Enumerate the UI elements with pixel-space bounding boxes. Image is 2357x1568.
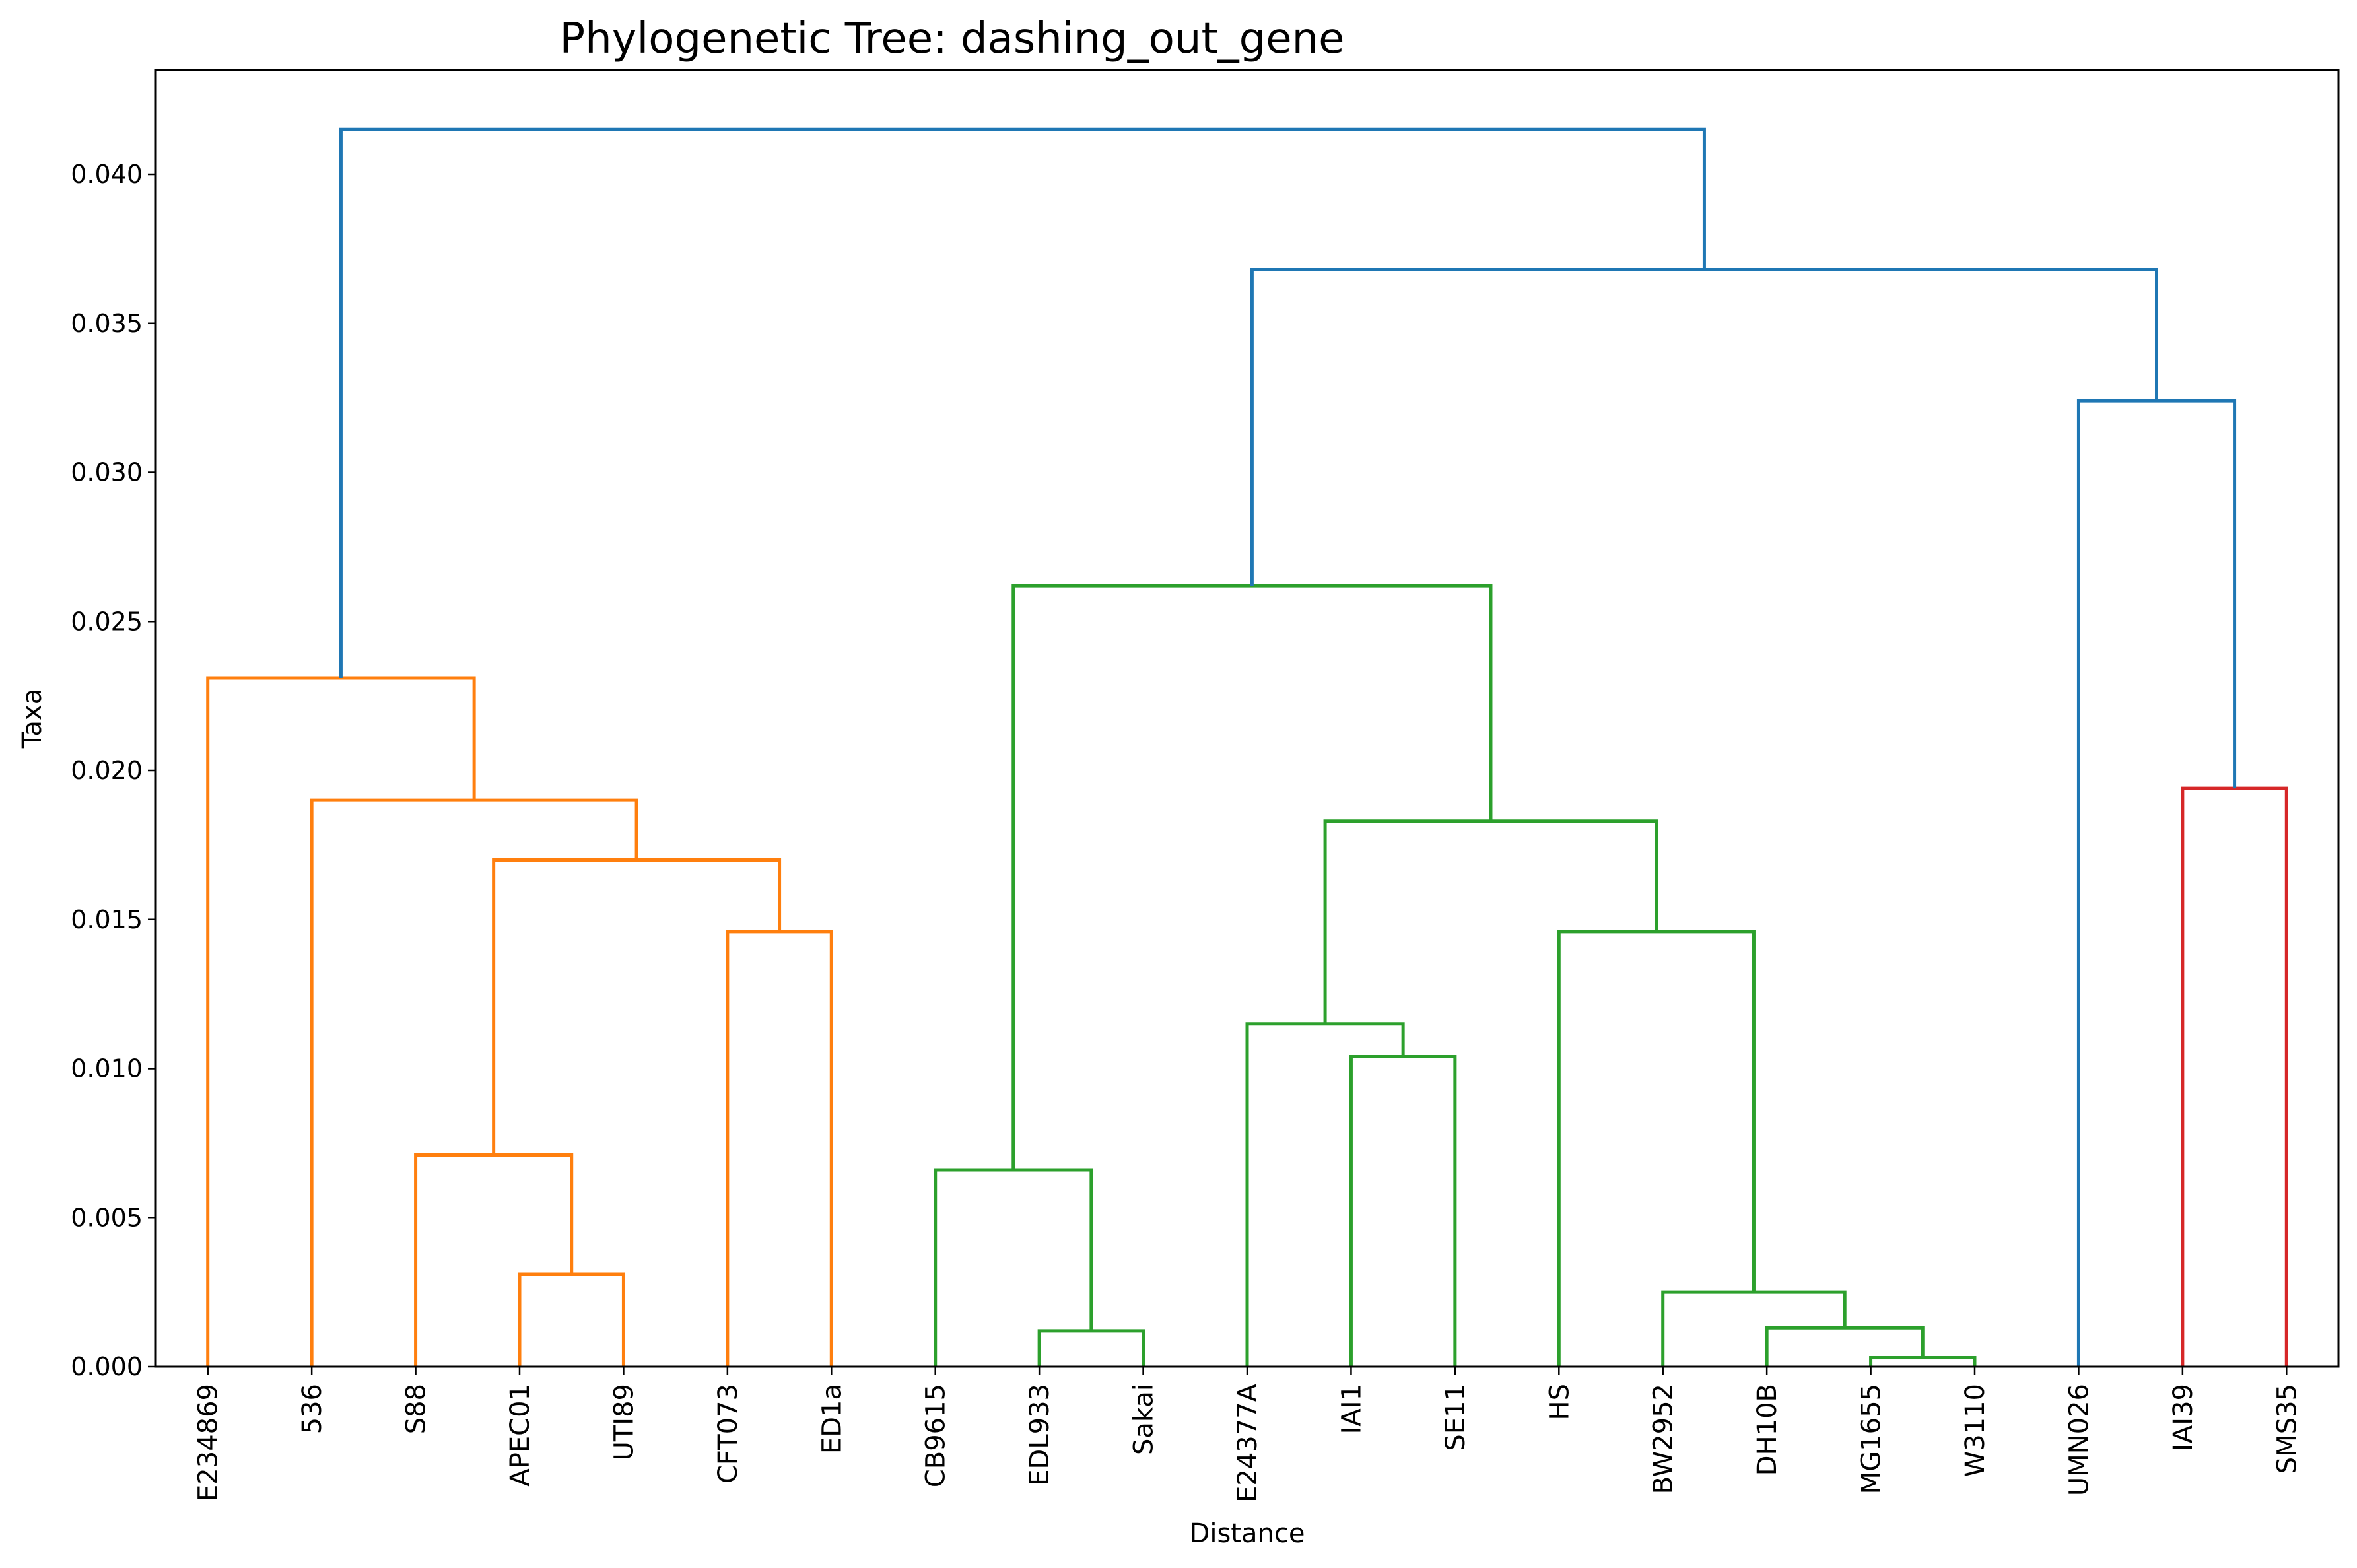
dendrogram-links	[206, 127, 2288, 1367]
leaf-label: UTI89	[609, 1384, 639, 1460]
link-m2	[414, 1153, 574, 1367]
leaf-label: SE11	[1441, 1384, 1471, 1451]
y-tick-label: 0.000	[71, 1352, 143, 1381]
leaf-label: E24377A	[1233, 1383, 1263, 1503]
leaf-label: UMN026	[2064, 1384, 2094, 1496]
link-m13	[1661, 1290, 1847, 1367]
x-axis-label: Distance	[1190, 1518, 1305, 1549]
link-m12	[1765, 1326, 1925, 1367]
y-tick-label: 0.005	[71, 1203, 143, 1232]
y-tick-label: 0.035	[71, 309, 143, 338]
chart-title: Phylogenetic Tree: dashing_out_gene	[559, 15, 1344, 63]
link-m11	[1869, 1355, 1977, 1367]
y-tick-label: 0.025	[71, 607, 143, 636]
y-tick-label: 0.015	[71, 905, 143, 934]
leaf-label: HS	[1544, 1384, 1575, 1420]
y-tick-label: 0.020	[71, 756, 143, 785]
leaf-label: IAI1	[1336, 1384, 1367, 1434]
link-m10	[1245, 1022, 1405, 1367]
leaf-label: BW2952	[1649, 1384, 1679, 1494]
leaf-label: CB9615	[921, 1384, 951, 1487]
leaf-label: S88	[401, 1384, 432, 1434]
link-m8	[934, 1168, 1093, 1367]
leaf-label: W3110	[1960, 1384, 1991, 1477]
leaf-label: DH10B	[1752, 1384, 1783, 1476]
leaf-labels: E234869 536 S88 APEC01 UTI89 CFT073 ED1a CB9615…	[193, 1367, 2302, 1503]
y-tick-label: 0.040	[71, 160, 143, 189]
y-axis-label: Taxa	[17, 689, 48, 749]
leaf-label: MG1655	[1857, 1384, 1887, 1494]
leaf-label: 536	[297, 1384, 327, 1434]
link-m7	[1037, 1329, 1145, 1367]
leaf-label: E234869	[193, 1384, 224, 1501]
y-axis-ticks: 0.000 0.005 0.010 0.015 0.020 0.025 0.030 0.035…	[71, 160, 156, 1381]
link-m1	[518, 1272, 625, 1367]
link-m14	[1557, 930, 1756, 1367]
link-m16	[1011, 584, 1493, 1171]
leaf-label: APEC01	[505, 1384, 535, 1487]
link-m3	[726, 930, 833, 1367]
leaf-label: SMS35	[2272, 1384, 2302, 1474]
link-m9	[1349, 1054, 1457, 1367]
link-m17	[2181, 786, 2288, 1367]
link-m5	[310, 798, 638, 1367]
leaf-label: IAI39	[2168, 1384, 2199, 1451]
link-m15	[1323, 819, 1658, 1024]
leaf-label: EDL933	[1025, 1384, 1055, 1486]
link-m18	[2076, 399, 2237, 1367]
y-tick-label: 0.010	[71, 1054, 143, 1083]
leaf-label: Sakai	[1129, 1384, 1159, 1455]
leaf-label: CFT073	[713, 1384, 743, 1483]
link-m20	[339, 127, 1706, 679]
leaf-label: ED1a	[817, 1384, 847, 1454]
link-m4	[492, 858, 782, 1155]
link-m6	[206, 676, 476, 1367]
link-m19	[1250, 268, 2158, 586]
y-tick-label: 0.030	[71, 458, 143, 487]
